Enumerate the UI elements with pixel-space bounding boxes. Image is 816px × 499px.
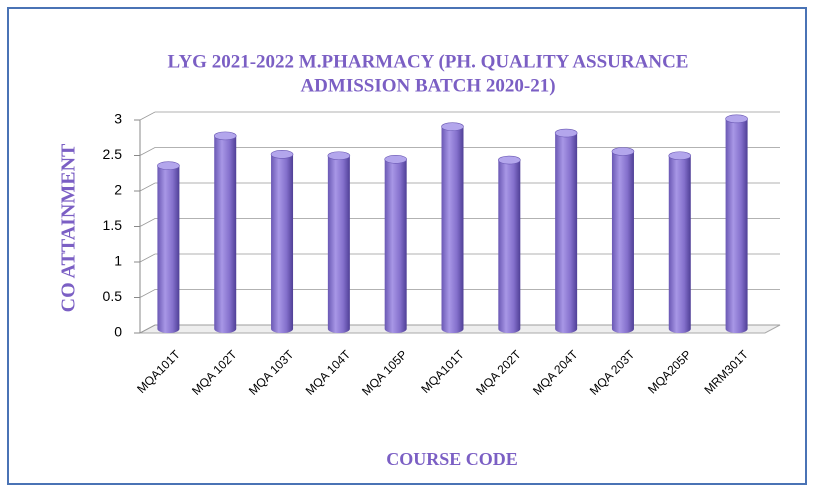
bar-top xyxy=(327,151,351,161)
bar-top xyxy=(441,122,464,131)
bar-body xyxy=(384,159,407,333)
y-tick-label: 2.5 xyxy=(103,146,123,162)
bar xyxy=(498,155,521,333)
grid-line xyxy=(139,111,780,121)
bar-body xyxy=(611,151,634,333)
bar-top xyxy=(384,155,407,164)
y-tick-label: 1 xyxy=(114,253,122,269)
bar xyxy=(213,131,237,333)
bar xyxy=(157,161,180,333)
y-tick-label: 0 xyxy=(114,324,122,340)
bar-body xyxy=(725,118,748,333)
y-axis-label: CO ATTAINMENT xyxy=(58,143,80,312)
bar-top xyxy=(270,150,294,159)
bar xyxy=(327,151,351,333)
bar-body xyxy=(214,135,237,333)
bar xyxy=(554,128,578,333)
bar-top xyxy=(725,114,748,124)
chart-title: ADMISSION BATCH 2020-21) xyxy=(300,75,555,96)
bar-top xyxy=(157,161,180,170)
bar xyxy=(384,155,407,333)
bar-top xyxy=(668,151,692,161)
bar-top xyxy=(554,128,578,138)
bar-top xyxy=(213,131,237,141)
bar-top xyxy=(611,147,635,156)
bar-body xyxy=(271,154,294,333)
y-tick-label: 2 xyxy=(114,182,122,198)
chart-title: LYG 2021-2022 M.PHARMACY (PH. QUALITY AS… xyxy=(168,51,689,72)
bar-body xyxy=(441,126,464,334)
bar xyxy=(270,150,294,333)
y-tick-label: 3 xyxy=(114,111,122,127)
x-axis-label: COURSE CODE xyxy=(386,449,518,469)
bar-top xyxy=(498,155,521,165)
bar xyxy=(725,114,748,333)
bar-body xyxy=(555,133,578,333)
bar xyxy=(668,151,692,333)
bar xyxy=(611,147,635,333)
bar-body xyxy=(668,155,691,333)
bar-body xyxy=(498,160,521,333)
y-tick-label: 0.5 xyxy=(103,288,123,304)
bar-body xyxy=(157,165,180,333)
bar xyxy=(441,122,464,334)
bar-body xyxy=(327,155,350,333)
y-tick-label: 1.5 xyxy=(103,217,123,233)
